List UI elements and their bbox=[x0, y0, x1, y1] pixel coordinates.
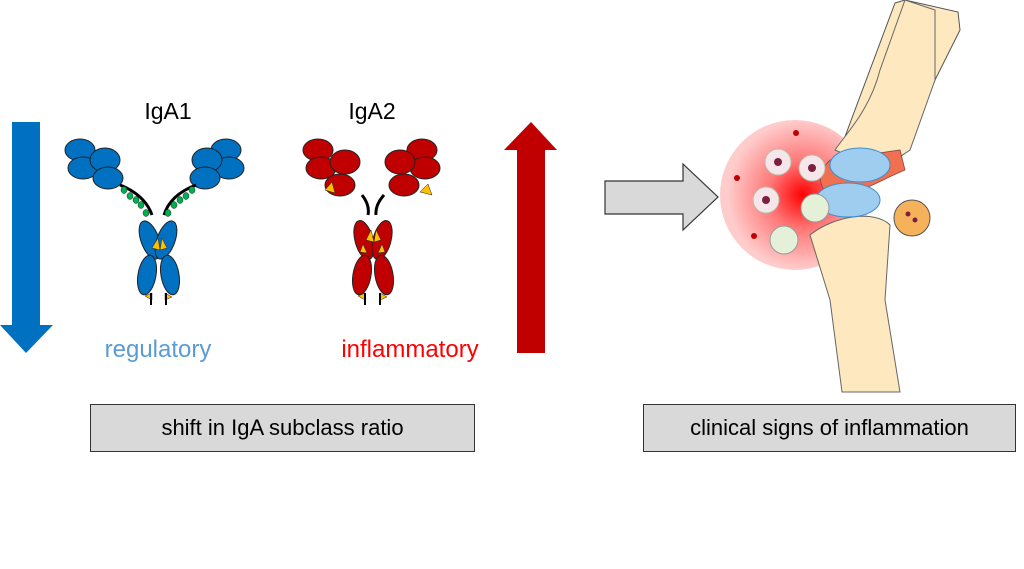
decrease-arrow bbox=[0, 122, 53, 353]
iga1-antibody bbox=[64, 138, 245, 305]
subclass-ratio-text: shift in IgA subclass ratio bbox=[161, 415, 404, 440]
inflamed-joint-illustration bbox=[720, 0, 961, 393]
increase-arrow bbox=[504, 122, 557, 353]
subclass-ratio-box: shift in IgA subclass ratio bbox=[90, 404, 475, 452]
inflammatory-label: inflammatory bbox=[341, 336, 479, 363]
clinical-signs-text: clinical signs of inflammation bbox=[690, 415, 969, 440]
regulatory-label: regulatory bbox=[104, 336, 212, 363]
leads-to-arrow bbox=[604, 162, 719, 232]
iga1-label: IgA1 bbox=[144, 98, 192, 124]
clinical-signs-box: clinical signs of inflammation bbox=[643, 404, 1016, 452]
iga2-label: IgA2 bbox=[348, 98, 396, 124]
iga2-antibody bbox=[302, 138, 441, 305]
